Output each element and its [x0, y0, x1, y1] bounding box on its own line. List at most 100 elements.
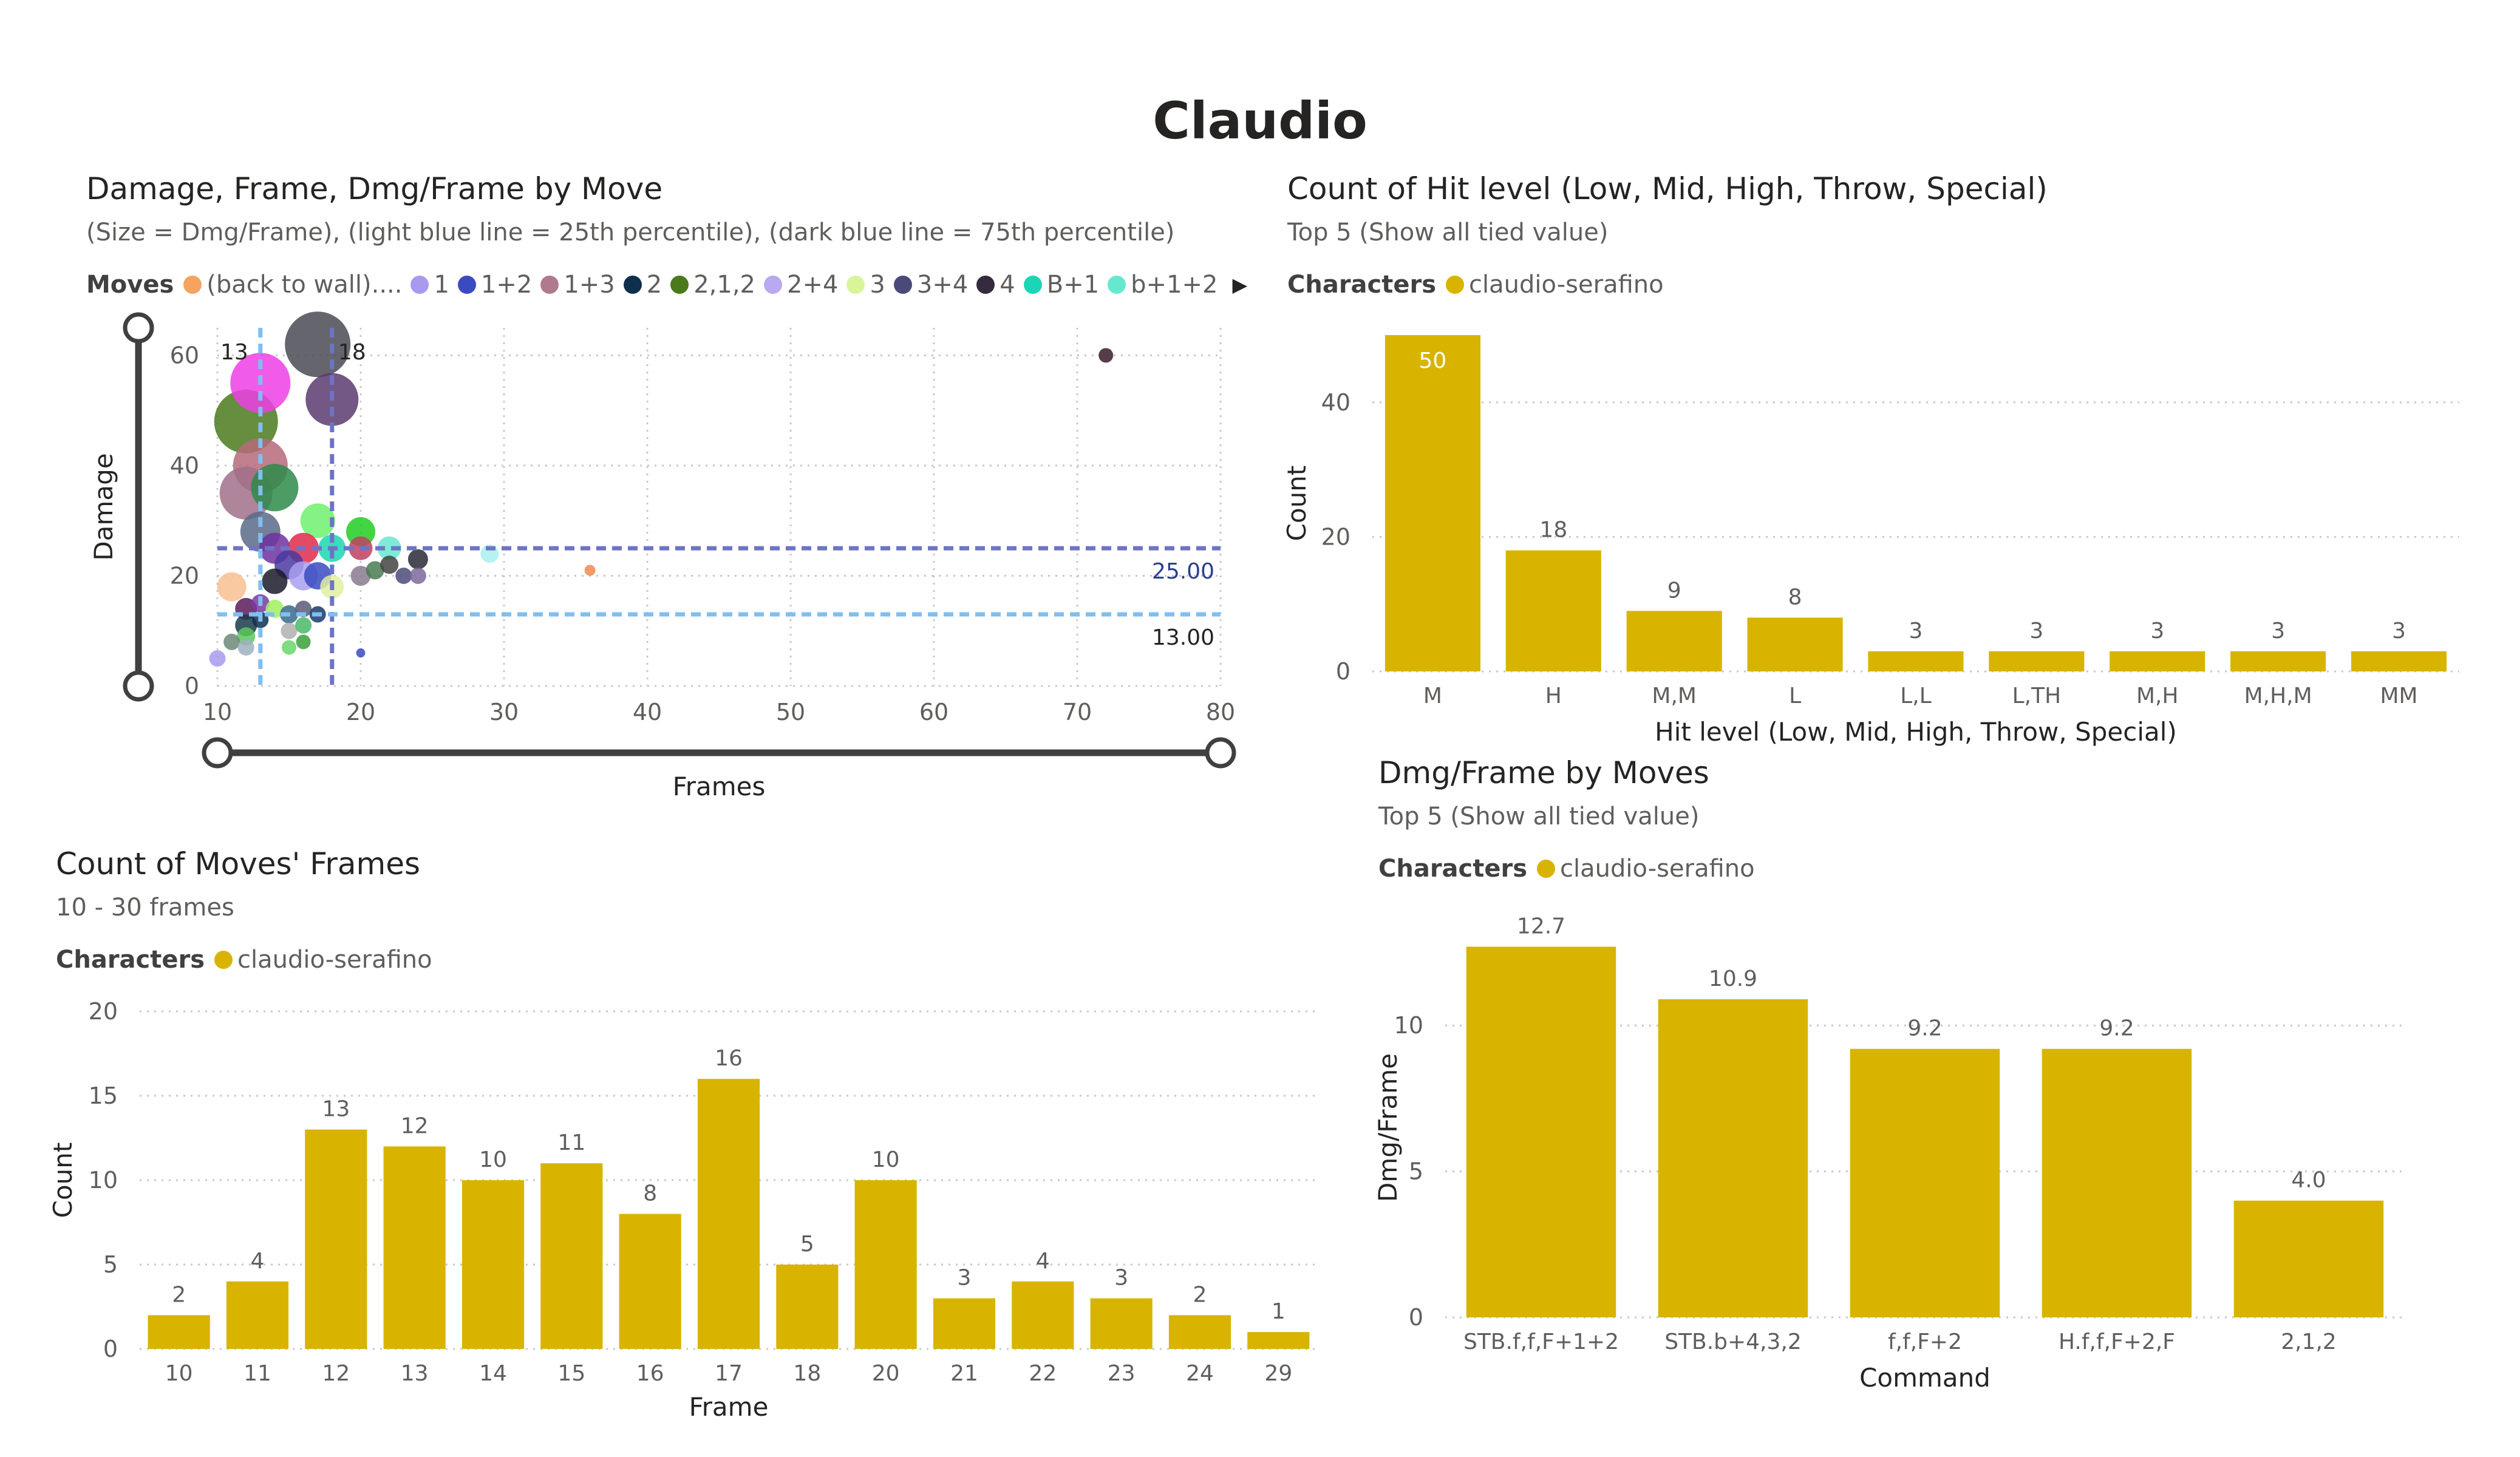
- frames-x-tick-label: 29: [1264, 1361, 1292, 1386]
- scatter-point[interactable]: [377, 536, 401, 560]
- y-zoom-handle-top[interactable]: [123, 312, 154, 344]
- scatter-point[interactable]: [409, 567, 426, 584]
- hit-data-label: 3: [2392, 619, 2406, 644]
- frames-data-label: 4: [1036, 1249, 1050, 1274]
- frames-bar[interactable]: [1247, 1332, 1310, 1349]
- hit-bar[interactable]: [1384, 335, 1481, 671]
- hit-x-tick-label: H: [1545, 684, 1562, 708]
- dmg-bar[interactable]: [2233, 1200, 2384, 1317]
- y-zoom-handle-bottom[interactable]: [123, 670, 154, 702]
- scatter-point[interactable]: [356, 648, 366, 658]
- x-tick-label: 30: [489, 699, 519, 725]
- scatter-point[interactable]: [584, 565, 596, 576]
- scatter-point[interactable]: [300, 503, 335, 538]
- frames-bar[interactable]: [697, 1079, 760, 1349]
- hit-data-label: 18: [1539, 518, 1567, 543]
- frames-bar[interactable]: [148, 1315, 210, 1349]
- legend-label: 2,1,2: [693, 271, 755, 299]
- legend-dot-icon: [670, 276, 689, 294]
- scatter-point[interactable]: [251, 464, 299, 512]
- x-tick-label: 70: [1063, 699, 1092, 725]
- scatter-point[interactable]: [296, 634, 311, 650]
- scatter-point[interactable]: [395, 567, 412, 584]
- scatter-point[interactable]: [237, 639, 254, 656]
- frames-data-label: 12: [401, 1113, 429, 1138]
- scatter-point[interactable]: [217, 572, 247, 602]
- chevron-right-icon[interactable]: ▶: [1232, 273, 1248, 296]
- legend-label: 3+4: [916, 271, 969, 299]
- hit-bar[interactable]: [1868, 651, 1964, 671]
- legend-item-2[interactable]: 1+2: [457, 271, 532, 299]
- scatter-point[interactable]: [366, 561, 384, 580]
- legend-item-7[interactable]: 3: [846, 271, 885, 299]
- frames-bar[interactable]: [383, 1146, 446, 1349]
- dmg-bar[interactable]: [1658, 999, 1808, 1317]
- frames-x-tick-label: 21: [950, 1361, 978, 1386]
- frames-x-tick-label: 16: [636, 1361, 664, 1386]
- frames-bar[interactable]: [854, 1180, 917, 1349]
- x-tick-label: 80: [1206, 699, 1235, 725]
- dmg-bar[interactable]: [1466, 946, 1616, 1317]
- dmg-legend-item[interactable]: claudio-serafino: [1537, 855, 1755, 883]
- hit-bar[interactable]: [2230, 651, 2326, 671]
- hit-bar[interactable]: [1505, 550, 1601, 671]
- hit-y-axis-title: Count: [1282, 466, 1312, 542]
- scatter-point[interactable]: [282, 640, 296, 655]
- legend-item-6[interactable]: 2+4: [764, 271, 838, 299]
- hit-data-label: 8: [1788, 585, 1802, 610]
- scatter-point[interactable]: [1098, 348, 1114, 363]
- legend-item-1[interactable]: 1: [410, 271, 449, 299]
- hit-legend-item[interactable]: claudio-serafino: [1446, 271, 1664, 299]
- frames-legend-item[interactable]: claudio-serafino: [214, 946, 432, 974]
- dmg-data-label: 10.9: [1709, 966, 1757, 991]
- scatter-point[interactable]: [295, 617, 312, 634]
- hit-bar[interactable]: [1989, 651, 2085, 671]
- legend-item-8[interactable]: 3+4: [893, 271, 969, 299]
- frames-bar[interactable]: [461, 1180, 525, 1349]
- hit-title: Count of Hit level (Low, Mid, High, Thro…: [1287, 171, 2048, 206]
- legend-item-9[interactable]: 4: [976, 271, 1015, 299]
- dmg-bar[interactable]: [1850, 1048, 2000, 1317]
- legend-item-5[interactable]: 2,1,2: [670, 271, 755, 299]
- scatter-point[interactable]: [407, 549, 428, 569]
- frames-bar[interactable]: [1012, 1281, 1074, 1349]
- x-zoom-handle-left[interactable]: [202, 737, 233, 769]
- legend-item-4[interactable]: 2: [623, 271, 662, 299]
- legend-item-3[interactable]: 1+3: [540, 271, 615, 299]
- frames-bar[interactable]: [1168, 1315, 1231, 1349]
- scatter-point[interactable]: [223, 633, 240, 650]
- frames-x-tick-label: 20: [872, 1361, 900, 1386]
- scatter-point[interactable]: [281, 622, 298, 639]
- frames-bar[interactable]: [540, 1163, 603, 1349]
- legend-item-10[interactable]: B+1: [1023, 271, 1099, 299]
- frames-bar[interactable]: [619, 1214, 681, 1349]
- frames-x-tick-label: 13: [401, 1361, 429, 1386]
- hit-x-tick-label: L,L: [1900, 684, 1932, 708]
- hit-bar[interactable]: [1626, 611, 1722, 671]
- frames-bar[interactable]: [226, 1281, 289, 1349]
- dmg-bar[interactable]: [2042, 1048, 2192, 1317]
- scatter-point[interactable]: [209, 650, 226, 667]
- x-zoom-handle-right[interactable]: [1205, 737, 1236, 769]
- frames-bar[interactable]: [776, 1265, 839, 1349]
- scatter-point[interactable]: [350, 565, 371, 586]
- hit-bar[interactable]: [2110, 651, 2205, 671]
- scatter-point[interactable]: [262, 568, 288, 594]
- frames-bar[interactable]: [933, 1298, 996, 1349]
- hit-bar[interactable]: [2351, 651, 2447, 671]
- legend-item-0[interactable]: (back to wall)....: [183, 271, 402, 299]
- y-tick-label: 0: [185, 673, 199, 699]
- hit-bar[interactable]: [1747, 617, 1843, 671]
- scatter-point[interactable]: [380, 555, 399, 574]
- hit-data-label: 3: [2029, 619, 2043, 644]
- legend-label: 3: [870, 271, 885, 299]
- frames-data-label: 10: [479, 1147, 507, 1172]
- frames-data-label: 13: [322, 1097, 350, 1122]
- frames-bar[interactable]: [1090, 1298, 1153, 1349]
- legend-item-11[interactable]: b+1+2: [1108, 271, 1217, 299]
- dmg-x-axis-title: Command: [1859, 1363, 1990, 1393]
- frames-x-tick-label: 17: [715, 1361, 743, 1386]
- dmg-legend: Characters claudio-serafino: [1378, 855, 1763, 883]
- frames-bar[interactable]: [305, 1129, 367, 1349]
- hit-x-tick-label: M,M: [1652, 684, 1697, 708]
